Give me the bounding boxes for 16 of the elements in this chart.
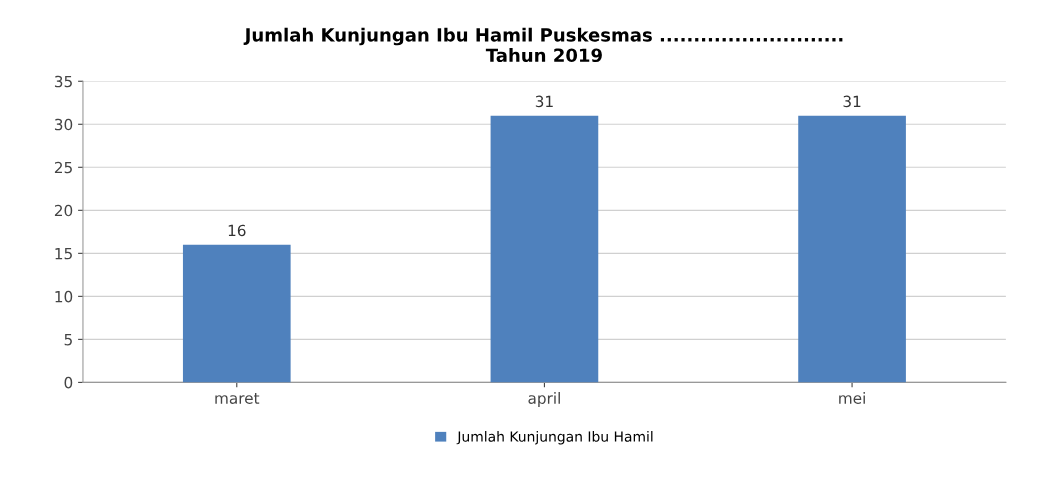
y-tick-label: 10 xyxy=(55,290,73,303)
y-tick-label: 0 xyxy=(64,376,73,389)
chart-title: Jumlah Kunjungan Ibu Hamil Puskesmas ........................... Tahun 2019 xyxy=(243,27,843,63)
data-label: 16 xyxy=(228,224,246,237)
y-tick-label: 30 xyxy=(54,118,73,131)
data-label: 31 xyxy=(843,95,861,108)
y-tick-label: 5 xyxy=(64,334,72,346)
y-tick-label: 20 xyxy=(54,204,73,217)
y-tick-label: 25 xyxy=(54,161,72,174)
data-label: 31 xyxy=(535,95,553,108)
x-tick-label: mei xyxy=(839,392,865,404)
y-tick-label: 15 xyxy=(55,248,72,260)
x-tick-label: april xyxy=(528,392,560,407)
legend-label: Jumlah Kunjungan Ibu Hamil xyxy=(456,431,653,445)
x-tick-label: maret xyxy=(215,393,260,404)
y-tick-label: 35 xyxy=(54,75,72,88)
